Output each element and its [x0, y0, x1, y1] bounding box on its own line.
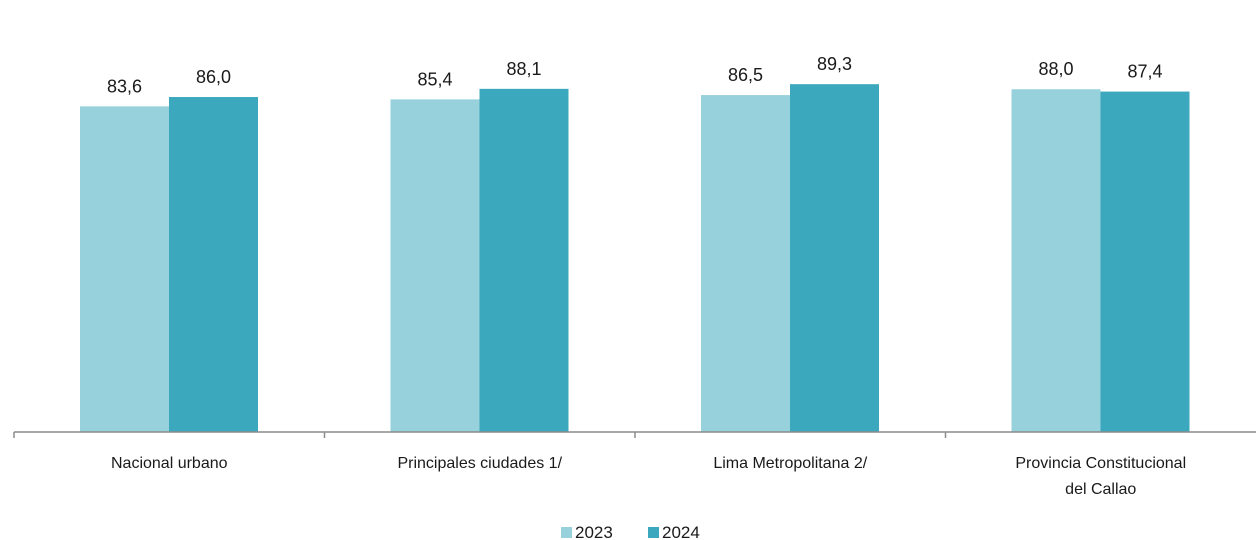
bar-2023-4	[1011, 89, 1101, 433]
data-label-2023-2: 85,4	[417, 69, 452, 89]
category-label-line: Nacional urbano	[111, 455, 228, 472]
legend-label-2024: 2024	[662, 523, 700, 540]
category-label-line: Lima Metropolitana 2/	[713, 455, 867, 472]
category-labels-layer: Nacional urbano Principales ciudades 1/Li…	[111, 455, 1186, 498]
category-label-line: Principales ciudades 1/	[397, 455, 562, 472]
data-label-2024-2: 88,1	[506, 59, 541, 79]
bar-2023-3	[701, 95, 790, 433]
data-label-2024-3: 89,3	[817, 54, 852, 74]
legend: 2023 2024	[561, 523, 700, 540]
category-label-line: del Callao	[1065, 481, 1136, 498]
legend-swatch-2024	[648, 527, 659, 538]
category-label-3: Lima Metropolitana 2/	[713, 455, 867, 472]
category-label-line: Provincia Constitucional	[1015, 455, 1186, 472]
data-label-2023-3: 86,5	[728, 65, 763, 85]
bar-2024-3	[790, 84, 879, 432]
data-label-2023-1: 83,6	[107, 76, 142, 96]
bars-layer	[80, 84, 1190, 433]
category-label-2: Principales ciudades 1/	[397, 455, 562, 472]
legend-label-2023: 2023	[575, 523, 613, 540]
category-label-1: Nacional urbano	[111, 455, 228, 472]
value-labels-layer: 83,6 86,0 85,4 88,1 86,5 89,3 88,0 87,4	[107, 54, 1163, 96]
bar-2023-1	[80, 106, 169, 433]
data-label-2023-4: 88,0	[1038, 59, 1073, 79]
bar-2024-1	[169, 97, 258, 432]
bar-2023-2	[390, 99, 480, 432]
bar-2024-2	[479, 88, 569, 433]
data-label-2024-4: 87,4	[1127, 62, 1162, 82]
legend-swatch-2023	[561, 527, 572, 538]
bar-2024-4	[1100, 91, 1190, 433]
category-label-4: Provincia Constitucional del Callao	[1015, 455, 1186, 498]
data-label-2024-1: 86,0	[196, 67, 231, 87]
x-axis-ticks	[13, 432, 947, 438]
